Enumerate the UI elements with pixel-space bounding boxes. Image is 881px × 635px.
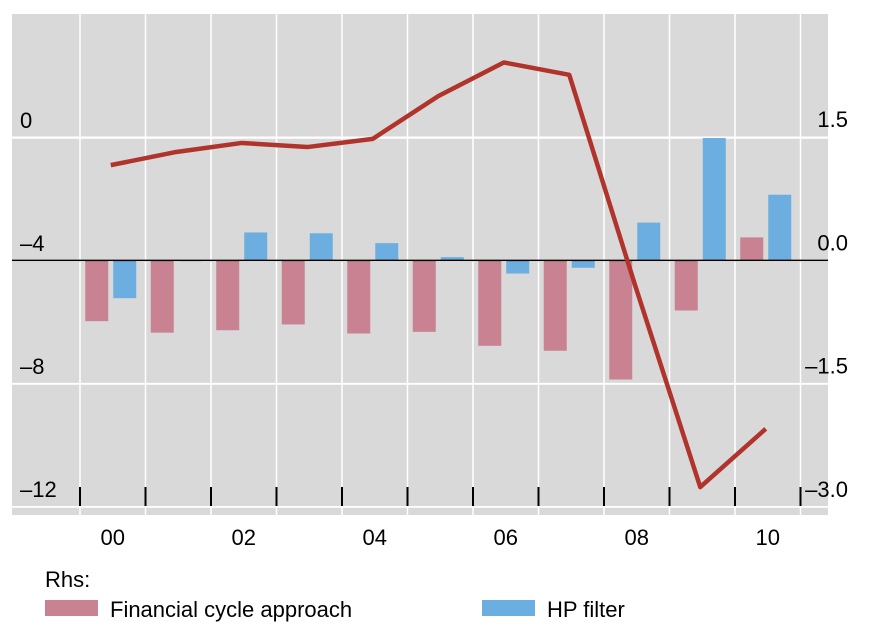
bar [506, 260, 530, 274]
bar [440, 257, 464, 261]
legend-title: Rhs: [45, 567, 90, 592]
x-tick-label: 06 [494, 525, 518, 550]
bar [309, 233, 333, 261]
bar [216, 260, 240, 331]
bar [609, 260, 633, 380]
bar [571, 260, 595, 268]
y2-tick-label: 1.5 [817, 107, 848, 132]
x-tick-label: 00 [101, 525, 125, 550]
bar [85, 260, 109, 322]
x-tick-label: 08 [625, 525, 649, 550]
bar [740, 237, 764, 261]
legend-swatch [482, 600, 535, 616]
bar [347, 260, 371, 334]
bar [637, 222, 661, 261]
y-tick-label: –12 [20, 477, 57, 502]
y2-tick-label: –3.0 [805, 477, 848, 502]
x-tick-label: 02 [232, 525, 256, 550]
y2-tick-label: 0.0 [817, 230, 848, 255]
bar [113, 260, 137, 299]
bar [281, 260, 305, 325]
bar [478, 260, 502, 346]
legend-label: Financial cycle approach [110, 597, 352, 622]
line [110, 60, 768, 490]
y-tick-label: 0 [20, 108, 32, 133]
bar [768, 194, 792, 261]
bar [412, 260, 436, 332]
bar [702, 138, 726, 261]
legend-swatch [45, 600, 98, 616]
y-tick-label: –4 [20, 231, 44, 256]
legend-label: HP filter [547, 597, 625, 622]
y2-tick-label: –1.5 [805, 354, 848, 379]
bar [150, 260, 174, 333]
bar [375, 243, 399, 261]
y-tick-label: –8 [20, 354, 44, 379]
bar [674, 260, 698, 311]
bar [244, 232, 268, 261]
x-tick-label: 04 [363, 525, 387, 550]
bar [543, 260, 567, 351]
x-tick-label: 10 [756, 525, 780, 550]
